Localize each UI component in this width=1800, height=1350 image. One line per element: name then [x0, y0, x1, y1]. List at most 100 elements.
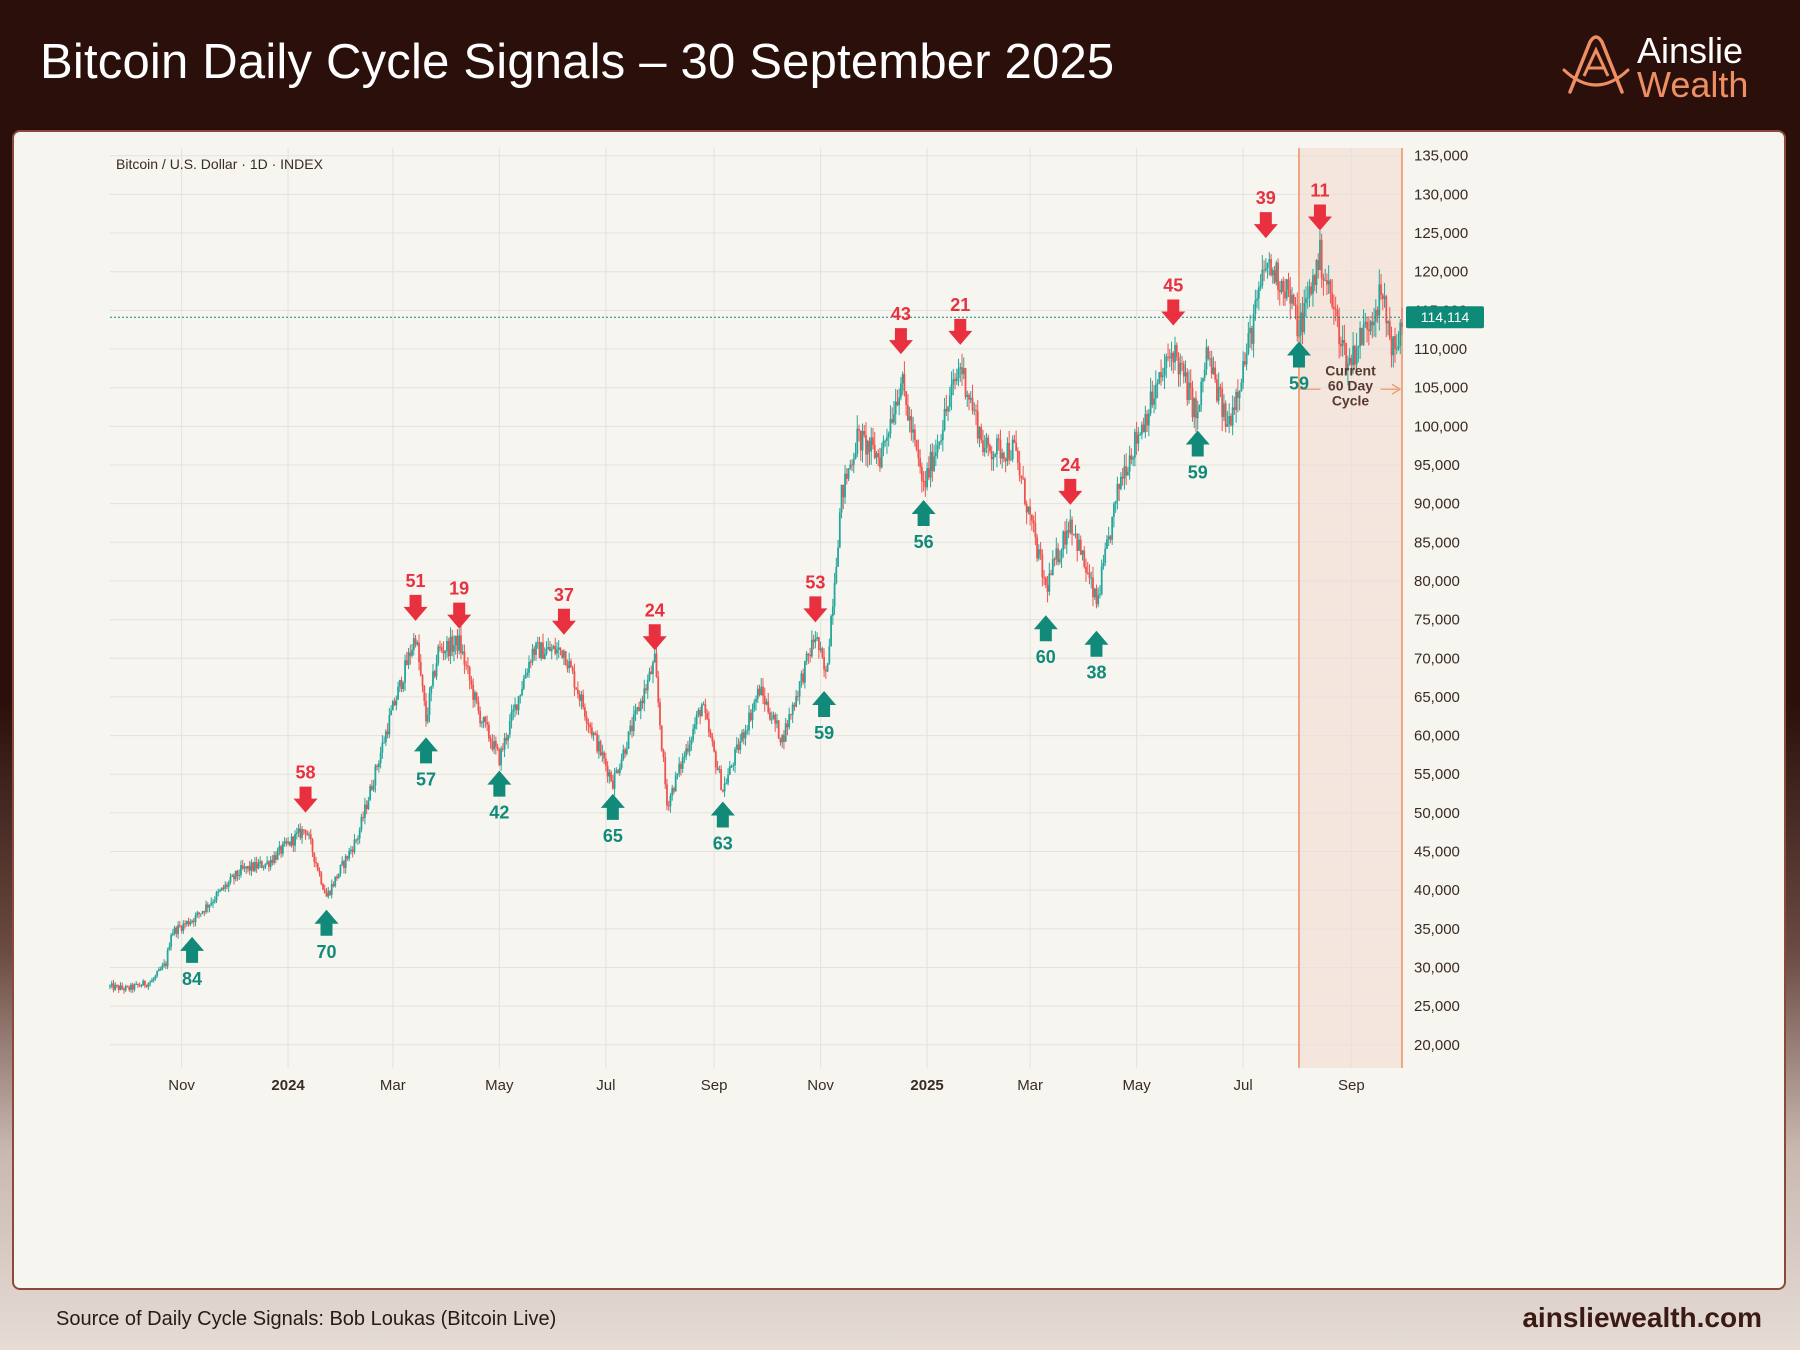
candle-body: [655, 653, 658, 677]
candle-body: [1280, 281, 1283, 293]
candle-body: [645, 688, 647, 691]
candles-group: [109, 230, 1403, 994]
candle-body: [994, 454, 997, 458]
candle-body: [1216, 379, 1218, 401]
candle-body: [1202, 377, 1204, 382]
candle-body: [1223, 403, 1225, 418]
footer-website[interactable]: ainsliewealth.com: [1522, 1302, 1762, 1333]
candle-body: [168, 946, 171, 951]
candle-body: [1392, 336, 1395, 356]
candle-body: [384, 731, 387, 743]
candle-body: [245, 866, 248, 869]
candle-body: [1067, 530, 1070, 533]
candle-body: [659, 702, 661, 726]
candle-body: [1055, 548, 1058, 560]
candle-body: [674, 775, 677, 792]
candle-body: [535, 643, 537, 655]
signal-up-arrow: [180, 936, 205, 963]
candle-body: [1250, 327, 1253, 344]
candle-body: [879, 457, 881, 468]
candle-body: [641, 700, 644, 704]
candle-body: [896, 401, 899, 406]
candle-body: [1170, 352, 1173, 359]
candle-body: [1219, 386, 1222, 389]
candle-body: [219, 890, 221, 892]
candle-body: [875, 453, 878, 458]
signal-label: 45: [1163, 276, 1183, 296]
candle-body: [281, 843, 284, 854]
candle-body: [1188, 382, 1190, 401]
candle-body: [512, 709, 515, 712]
candle-body: [1306, 297, 1309, 299]
candle-body: [206, 904, 209, 908]
candle-body: [297, 828, 300, 833]
candle-body: [707, 719, 710, 733]
signal-label: 56: [914, 532, 934, 552]
candle-body: [1205, 347, 1208, 370]
candle-body: [529, 661, 532, 663]
candle-body: [1020, 475, 1023, 479]
candle-body: [1079, 539, 1082, 555]
candle-body: [1057, 548, 1059, 563]
candle-body: [662, 750, 665, 758]
candle-body: [500, 748, 502, 766]
candle-body: [823, 657, 825, 670]
candle-body: [980, 427, 983, 441]
candle-body: [803, 660, 806, 683]
candle-body: [948, 395, 951, 407]
candle-body: [430, 685, 433, 694]
candle-body: [470, 680, 473, 685]
candle-body: [727, 774, 729, 784]
candle-body: [961, 367, 963, 375]
candle-body: [426, 714, 429, 722]
candle-body: [983, 447, 986, 453]
candle-body: [198, 912, 200, 914]
candle-body: [119, 985, 122, 990]
signal-label: 70: [316, 942, 336, 962]
candle-body: [1289, 289, 1292, 304]
y-axis-tick-label: 95,000: [1414, 457, 1460, 474]
candle-body: [772, 714, 775, 720]
candle-body: [1305, 298, 1307, 304]
candle-body: [377, 763, 380, 768]
series-label: Bitcoin / U.S. Dollar · 1D · INDEX: [116, 156, 324, 172]
candle-body: [798, 681, 801, 697]
candle-body: [718, 769, 721, 771]
candle-body: [627, 731, 630, 749]
candle-body: [1135, 431, 1138, 444]
candle-body: [624, 749, 626, 754]
candle-body: [824, 669, 827, 672]
candle-body: [632, 714, 635, 732]
cycle-label-line: 60 Day: [1328, 377, 1373, 393]
candle-body: [927, 468, 930, 478]
candle-body: [1109, 536, 1112, 540]
candle-body: [1282, 281, 1285, 292]
candle-body: [940, 440, 942, 442]
logo-text-ainslie: Ainslie: [1637, 30, 1744, 71]
bitcoin-candlestick-chart[interactable]: 20,000 25,000 30,000 35,000 40,000 45,000 50,0…: [14, 132, 1784, 1288]
candle-body: [1366, 321, 1368, 330]
candle-body: [1041, 554, 1044, 578]
candle-body: [1369, 321, 1372, 332]
candle-body: [915, 440, 918, 450]
candle-body: [842, 484, 845, 498]
cycle-low-signal: 42: [487, 770, 512, 823]
candle-body: [1200, 381, 1203, 406]
candle-body: [870, 437, 873, 452]
candle-body: [1069, 519, 1072, 533]
candle-body: [746, 730, 749, 732]
candle-body: [330, 884, 333, 895]
candle-body: [383, 742, 386, 744]
candle-body: [1051, 559, 1054, 575]
signal-label: 37: [554, 585, 574, 605]
candle-body: [933, 456, 935, 472]
candle-body: [498, 748, 501, 766]
candle-body: [501, 748, 504, 750]
candle-body: [480, 722, 483, 724]
candle-body: [1381, 294, 1384, 299]
candle-body: [831, 606, 834, 617]
candle-body: [613, 773, 616, 789]
candle-body: [559, 647, 562, 651]
candle-body: [646, 679, 649, 691]
candle-body: [1362, 324, 1365, 345]
